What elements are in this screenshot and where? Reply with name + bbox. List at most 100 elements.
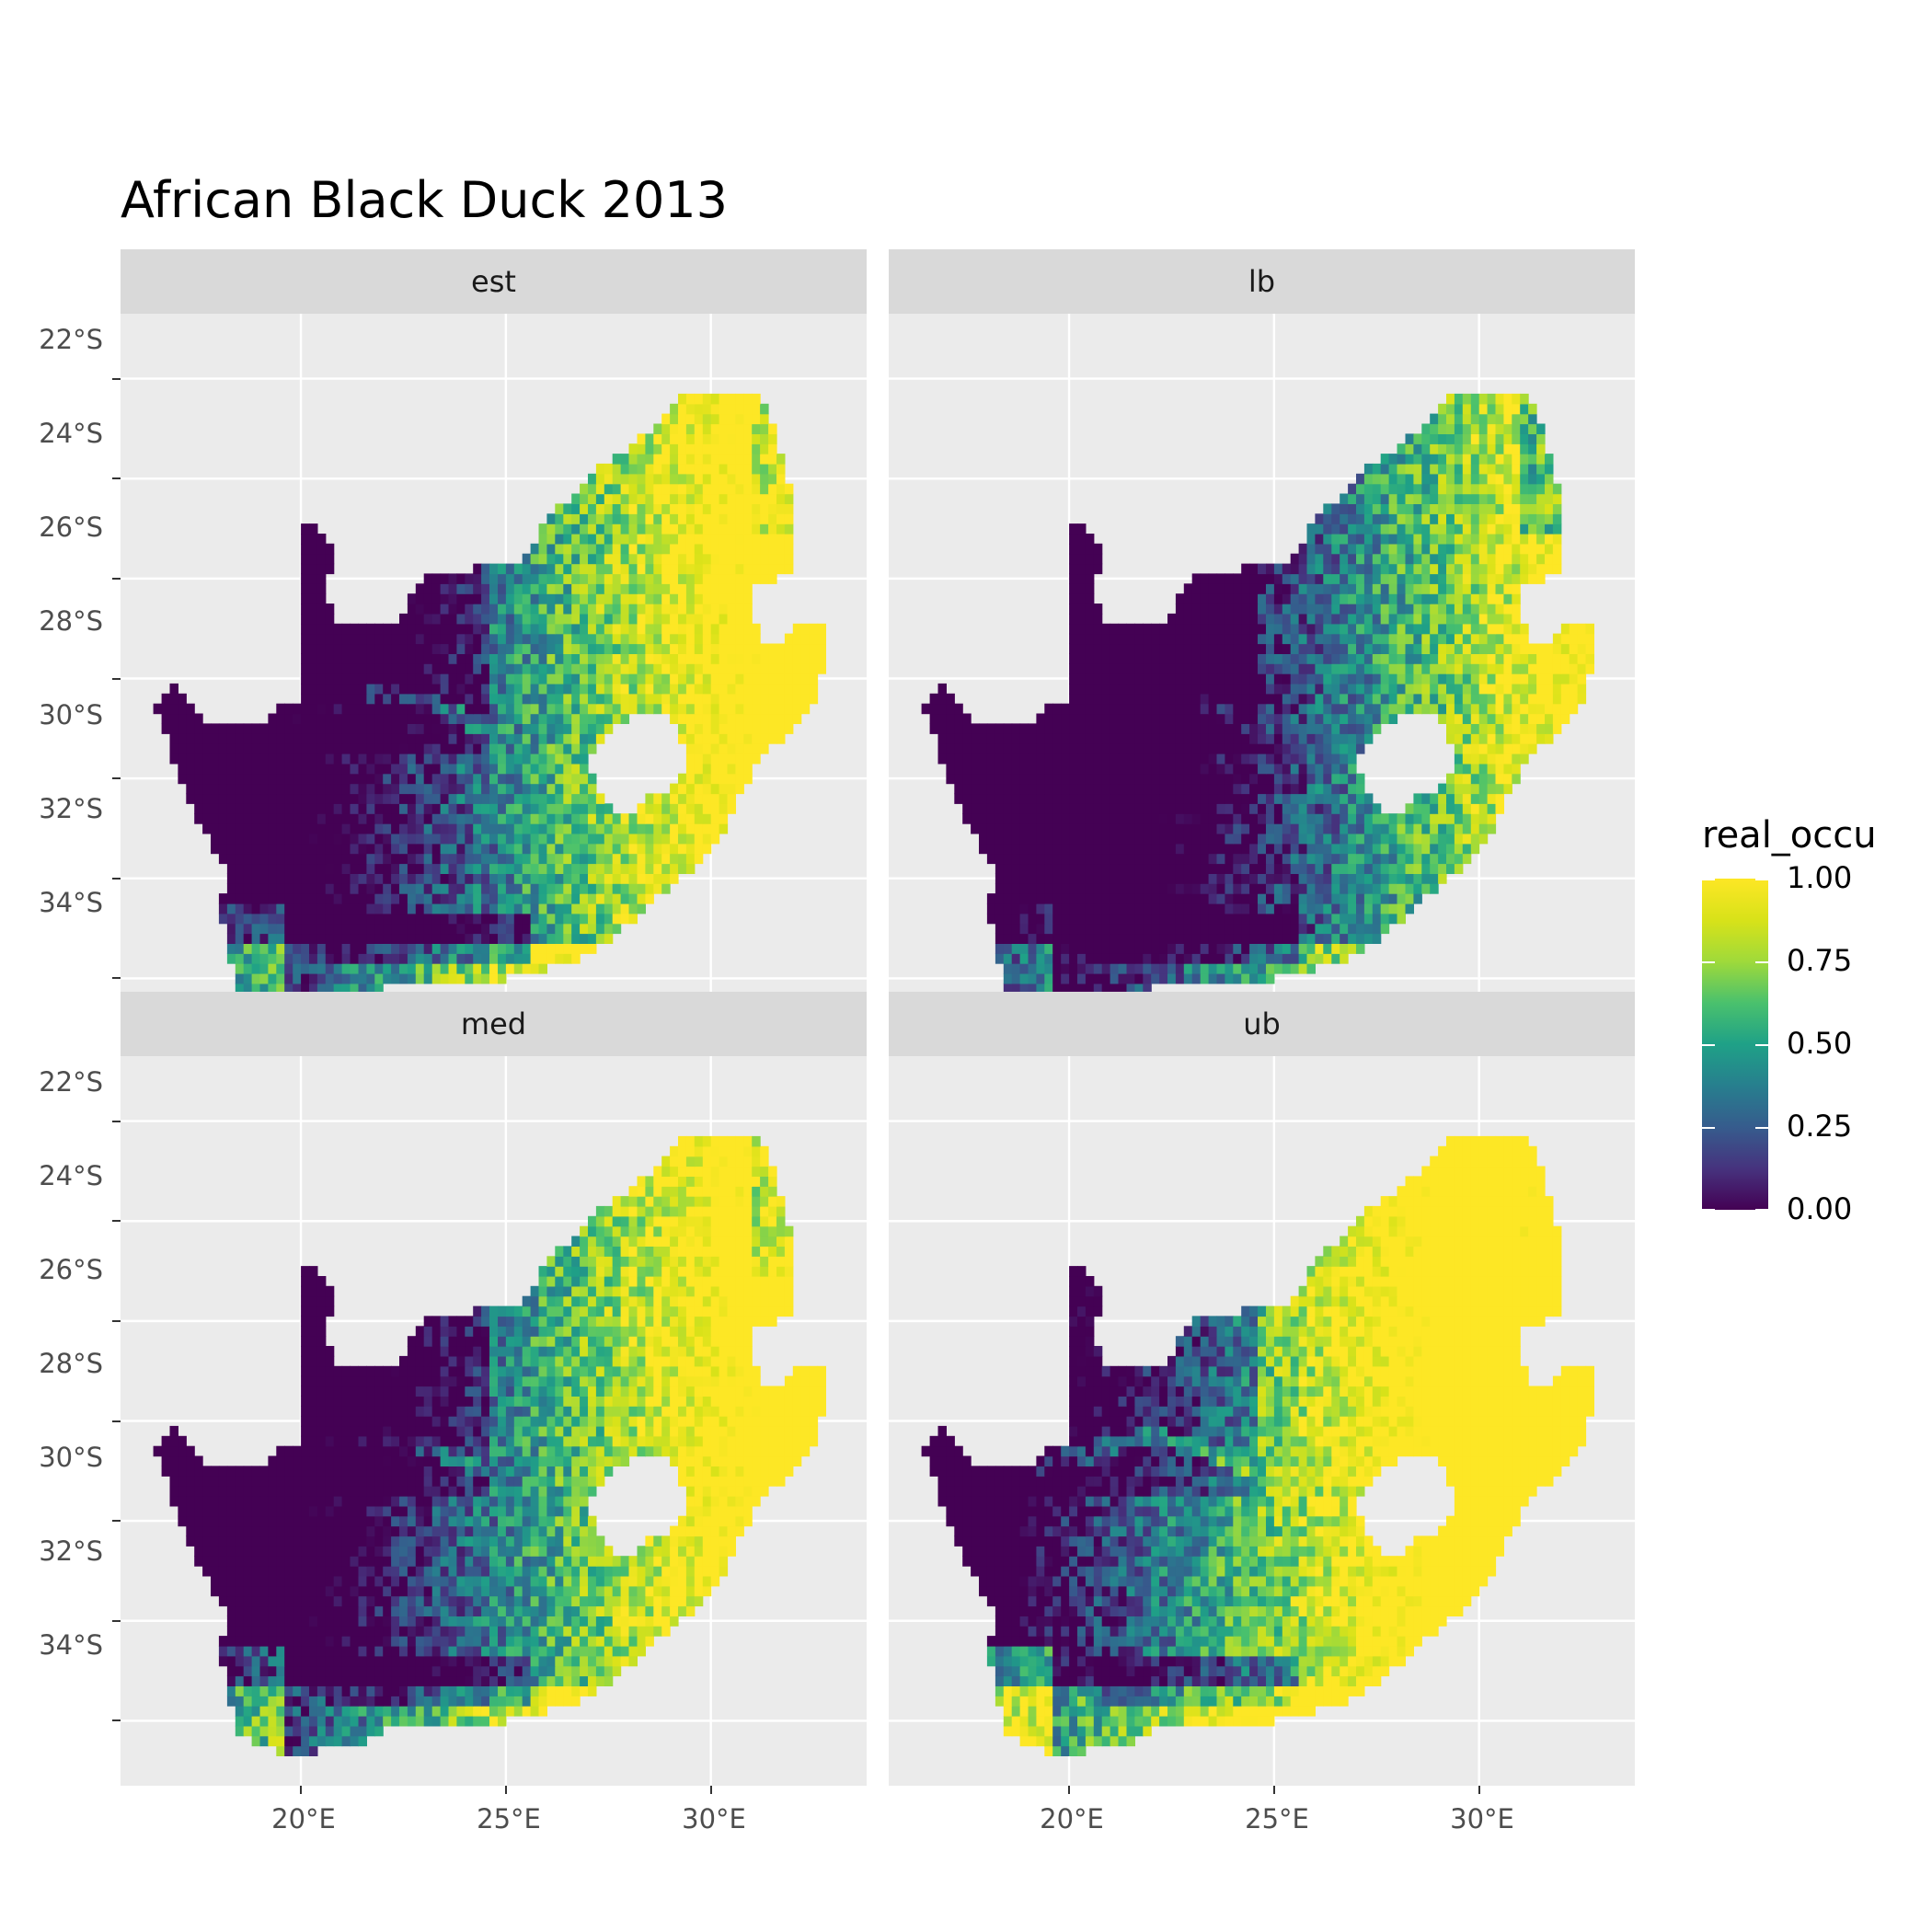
raster-cell (1036, 833, 1045, 845)
raster-cell (374, 683, 384, 695)
raster-cell (743, 623, 753, 635)
raster-cell (986, 783, 996, 795)
raster-cell (1470, 743, 1480, 754)
raster-cell (620, 604, 630, 615)
raster-cell (1093, 883, 1103, 894)
raster-cell (1430, 833, 1439, 845)
raster-cell (1126, 973, 1135, 984)
raster-cell (710, 604, 720, 615)
raster-cell (1003, 983, 1013, 995)
raster-cell (1241, 693, 1250, 705)
raster-cell (456, 763, 466, 775)
raster-cell (1208, 713, 1218, 724)
raster-cell (588, 733, 597, 744)
raster-cell (316, 763, 327, 775)
raster-cell (670, 823, 679, 834)
raster-cell (1061, 783, 1070, 795)
raster-cell (1134, 803, 1144, 814)
raster-cell (1003, 743, 1013, 754)
raster-cell (809, 683, 819, 695)
raster-cell (694, 523, 704, 535)
raster-cell (301, 663, 310, 674)
raster-cell (1126, 843, 1135, 855)
raster-cell (588, 653, 597, 664)
raster-cell (571, 783, 581, 795)
raster-cell (465, 703, 474, 715)
raster-cell (251, 883, 261, 894)
raster-cell (1430, 613, 1439, 625)
raster-cell (1134, 733, 1144, 744)
raster-cell (1446, 613, 1455, 625)
raster-cell (1093, 773, 1103, 785)
raster-cell (399, 863, 408, 874)
raster-cell (995, 723, 1005, 734)
raster-cell (316, 653, 327, 664)
raster-cell (670, 713, 679, 724)
raster-cell (259, 933, 269, 944)
raster-cell (489, 783, 499, 795)
raster-cell (1085, 973, 1095, 984)
raster-cell (284, 763, 293, 775)
raster-cell (995, 933, 1005, 944)
raster-cell (423, 853, 433, 865)
raster-cell (563, 893, 572, 904)
raster-cell (685, 613, 696, 625)
raster-cell (1298, 793, 1308, 804)
raster-cell (1003, 823, 1013, 834)
raster-cell (1388, 683, 1398, 695)
raster-cell (1101, 703, 1111, 715)
raster-cell (268, 813, 277, 824)
raster-cell (620, 913, 630, 925)
raster-cell (563, 923, 572, 935)
raster-cell (743, 713, 753, 724)
raster-cell (727, 403, 736, 415)
raster-cell (415, 633, 425, 645)
raster-cell (1126, 723, 1135, 734)
raster-cell (719, 393, 729, 405)
raster-cell (702, 553, 712, 565)
raster-cell (1052, 823, 1062, 834)
raster-cell (1208, 623, 1218, 635)
raster-cell (316, 733, 327, 744)
raster-cell (546, 673, 556, 684)
raster-cell (743, 443, 753, 454)
raster-cell (1225, 833, 1234, 845)
raster-cell (702, 443, 712, 454)
raster-cell (710, 413, 720, 425)
raster-cell (1028, 913, 1037, 925)
raster-cell (1019, 983, 1029, 995)
raster-cell (1036, 713, 1045, 724)
raster-cell (1282, 653, 1292, 664)
raster-cell (620, 454, 630, 465)
raster-cell (1200, 803, 1210, 814)
raster-cell (284, 723, 293, 734)
raster-cell (481, 883, 490, 894)
raster-cell (522, 563, 532, 575)
raster-cell (1200, 963, 1210, 974)
raster-cell (752, 513, 761, 524)
raster-cell (1266, 713, 1275, 724)
raster-cell (259, 853, 269, 865)
raster-cell (1126, 773, 1135, 785)
raster-cell (1446, 813, 1455, 824)
raster-cell (1241, 703, 1250, 715)
raster-cell (563, 623, 572, 635)
raster-cell (710, 463, 720, 475)
raster-cell (391, 753, 400, 765)
raster-cell (316, 853, 327, 865)
raster-cell (1282, 623, 1292, 635)
raster-cell (489, 643, 499, 654)
raster-cell (309, 673, 318, 684)
raster-cell (513, 923, 523, 935)
raster-cell (595, 663, 605, 674)
raster-cell (1159, 783, 1168, 795)
raster-cell (792, 703, 802, 715)
raster-cell (358, 623, 367, 635)
raster-cell (1273, 643, 1283, 654)
raster-cell (309, 983, 318, 995)
raster-cell (743, 753, 753, 765)
raster-cell (768, 723, 777, 734)
raster-cell (971, 813, 980, 824)
raster-cell (498, 703, 507, 715)
raster-cell (653, 823, 662, 834)
